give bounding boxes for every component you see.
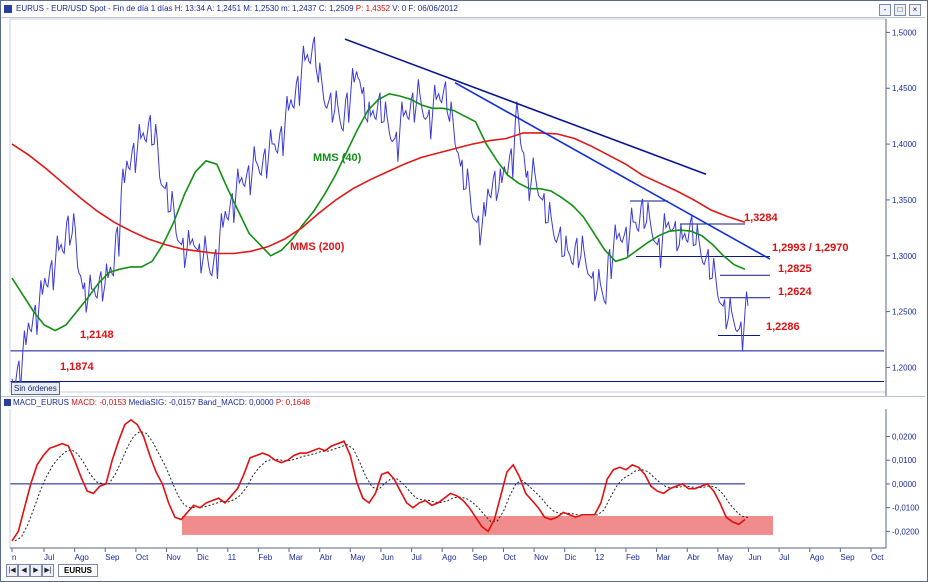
macd-y-tick-label: 0,0100: [892, 456, 917, 465]
ohlc-values: H: 13:34 A: 1,2451 M: 1,2530 m: 1,2437 C…: [174, 4, 354, 13]
x-tick-label: Ago: [810, 553, 825, 562]
previous-button[interactable]: ◀: [18, 564, 30, 577]
axes: 1,5000 1,4500 1,4000 1,3500 1,3000 1,2500 1,20…: [9, 18, 920, 562]
x-tick-label: Feb: [258, 553, 272, 562]
macd-y-tick-label: -0,0100: [892, 504, 920, 513]
price-plot-border: [9, 18, 887, 393]
annotation-label: 1,2825: [778, 263, 812, 275]
period-label: Fin de día 1 días: [112, 4, 173, 13]
minimize-button[interactable]: -: [879, 4, 891, 16]
macd-series: [11, 418, 746, 542]
x-tick-label: Sep: [105, 553, 120, 562]
p-value: P: 1,4352: [355, 4, 391, 13]
x-tick-label: Feb: [626, 553, 640, 562]
x-tick-label: Jun: [748, 553, 761, 562]
x-tick-label: n: [12, 553, 16, 562]
macd-y-tick-label: -0,0200: [892, 527, 920, 536]
x-tick-label: 12: [595, 553, 604, 562]
annotation-label: 1,1874: [60, 361, 95, 373]
x-tick-label: Ago: [442, 553, 457, 562]
x-tick-label: Ago: [75, 553, 90, 562]
price-y-tick-label: 1,2500: [892, 308, 917, 317]
x-tick-label: Dic: [197, 553, 209, 562]
instrument-label: EUR/USD Spot: [51, 4, 106, 13]
next-button[interactable]: ▶: [30, 564, 42, 577]
price-y-tick-label: 1,3000: [892, 252, 917, 261]
x-tick-label: Jul: [779, 553, 789, 562]
symbol-tab[interactable]: EURUS: [58, 564, 99, 577]
close-button[interactable]: ×: [909, 4, 921, 16]
x-tick-label: Abr: [687, 553, 700, 562]
annotation-label: MMS (200): [290, 241, 345, 253]
first-page-button[interactable]: |◀: [6, 564, 18, 577]
annotation-label: 1,2624: [778, 286, 813, 298]
price-y-tick-label: 1,4500: [892, 84, 917, 93]
macd-value: MACD: -0,0153: [71, 398, 127, 407]
x-tick-label: Sep: [473, 553, 488, 562]
title-bar: EURUS - EUR/USD Spot - Fin de día 1 días…: [1, 1, 925, 18]
symbol-label: EURUS: [16, 4, 45, 13]
x-tick-label: Mar: [289, 553, 303, 562]
oversold-zone: [182, 515, 773, 535]
price-series: [11, 36, 749, 391]
macd-panel: [10, 418, 773, 542]
annotation-label: 1,3284: [744, 212, 779, 224]
price-panel: MMS (40) MMS (200) 1,3284 1,2993 / 1,2970 1,…: [10, 36, 884, 391]
date-value: V: 0 F: 06/06/2012: [392, 4, 458, 13]
macd-p-value: P: 0,1648: [275, 398, 311, 407]
x-tick-label: 11: [228, 553, 237, 562]
x-tick-label: Abr: [320, 553, 333, 562]
x-tick-label: Jul: [412, 553, 422, 562]
macd-name: MACD_EURUS: [13, 398, 70, 407]
last-page-button[interactable]: ▶|: [42, 564, 54, 577]
chart-window-icon: [4, 5, 12, 13]
x-tick-label: Oct: [871, 553, 884, 562]
price-y-tick-label: 1,4000: [892, 140, 917, 149]
x-tick-label: Nov: [534, 553, 548, 562]
band-value: Band_MACD: 0,0000: [198, 398, 274, 407]
x-tick-label: Nov: [167, 553, 181, 562]
x-tick-label: Dic: [565, 553, 577, 562]
annotation-label: 1,2148: [80, 329, 114, 341]
x-tick-label: Oct: [503, 553, 516, 562]
x-tick-label: May: [350, 553, 365, 562]
x-tick-label: May: [718, 553, 733, 562]
maximize-button[interactable]: □: [894, 4, 906, 16]
trendline-upper: [344, 38, 707, 175]
trendline-lower: [454, 81, 771, 260]
annotation-label: 1,2286: [766, 321, 800, 333]
x-tick-label: Mar: [657, 553, 671, 562]
macd-y-tick-label: 0,0200: [892, 432, 917, 441]
mms200-series: [11, 132, 746, 255]
price-y-tick-label: 1,3500: [892, 196, 917, 205]
mms40-series: [11, 92, 746, 332]
x-tick-label: Oct: [136, 553, 149, 562]
macd-indicator-icon: [4, 399, 11, 406]
macd-header: MACD_EURUS MACD: -0,0153 MediaSIG: -0,01…: [1, 396, 925, 409]
x-tick-label: Jun: [381, 553, 394, 562]
x-tick-label: Jul: [44, 553, 54, 562]
annotation-label: MMS (40): [313, 152, 362, 164]
macd-y-tick-label: 0,0000: [892, 480, 917, 489]
price-y-tick-label: 1,2000: [892, 363, 917, 372]
price-y-tick-label: 1,5000: [892, 28, 917, 37]
macd-header-text: MACD_EURUS MACD: -0,0153 MediaSIG: -0,01…: [13, 397, 310, 409]
x-tick-label: Sep: [840, 553, 855, 562]
signal-value: MediaSIG: -0,0157: [128, 398, 196, 407]
annotation-label: 1,2993 / 1,2970: [772, 242, 848, 254]
title-text: EURUS - EUR/USD Spot - Fin de día 1 días…: [16, 4, 458, 13]
orders-label[interactable]: Sin órdenes: [11, 382, 60, 395]
